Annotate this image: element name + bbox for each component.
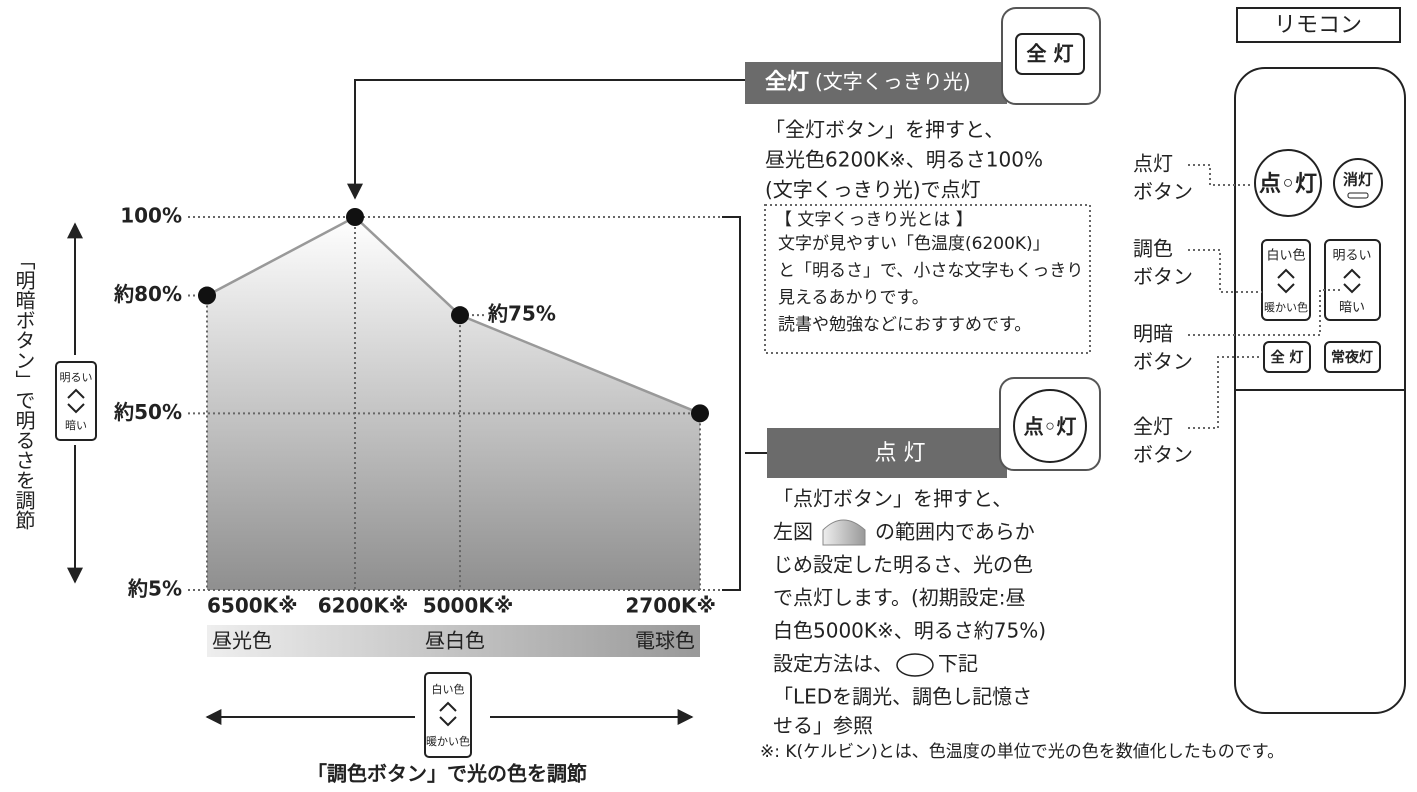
button-label: 常夜灯 bbox=[1331, 349, 1373, 366]
text-line: (文字くっきり光)で点灯 bbox=[765, 178, 981, 202]
button-label: 全 灯 bbox=[1027, 42, 1074, 66]
text-line: せる」参照 bbox=[773, 714, 873, 738]
description: 「全灯ボタン」を押すと、昼光色6200K※、明るさ100% (文字くっきり光)で点… bbox=[765, 118, 1043, 202]
x-axis-label: 「調色ボタン」で光の色を調節 bbox=[307, 762, 587, 786]
heading: 全灯 bbox=[765, 69, 809, 95]
remote-label: ボタン bbox=[1133, 265, 1193, 289]
color-icon: 白い色 暖かい色 bbox=[425, 673, 471, 757]
remote-label: ボタン bbox=[1133, 180, 1193, 204]
band-label: 昼光色 bbox=[212, 629, 272, 653]
reference-icon bbox=[897, 654, 933, 676]
point bbox=[451, 306, 469, 324]
description-line: 設定方法は、 bbox=[773, 652, 893, 676]
description-line: 下記 bbox=[938, 652, 978, 676]
brightness-icon: 明るい 暗い bbox=[56, 362, 96, 440]
point bbox=[346, 208, 364, 226]
button-label: 全 灯 bbox=[1271, 349, 1304, 366]
icon-label: 暗い bbox=[65, 419, 87, 432]
box-text: 文字が見やすい「色温度(6200K)」と「明るさ」で、小さな文字もくっきり見える… bbox=[778, 234, 1083, 335]
chart: 100% 約80% 約50% 約5% 約75% 6500K※ 6200K※ 5000K※ 270… bbox=[113, 204, 740, 658]
pointer-arrow bbox=[355, 80, 745, 198]
text-line: 読書や勉強などにおすすめです。 bbox=[778, 315, 1031, 335]
description-line: 左図 bbox=[773, 520, 813, 544]
area bbox=[207, 217, 700, 590]
text-line: 見えるあかりです。 bbox=[778, 288, 929, 308]
remote-label: ボタン bbox=[1133, 350, 1193, 374]
remote-label: 点灯 bbox=[1133, 152, 1173, 176]
bracket bbox=[722, 217, 740, 590]
subheading: (文字くっきり光) bbox=[815, 70, 971, 94]
description-line: の範囲内であらか bbox=[875, 520, 1035, 544]
text-line: 「LEDを調光、調色し記憶さ bbox=[773, 685, 1032, 709]
button-label: 点◦灯 bbox=[1259, 171, 1317, 197]
x-tick-label: 6500K※ bbox=[207, 594, 298, 618]
button-label: 白い色 bbox=[1266, 248, 1305, 264]
text-line: じめ設定した明るさ、光の色 bbox=[773, 553, 1033, 577]
y-tick-label: 約5% bbox=[127, 577, 182, 601]
footnote: ※: K(ケルビン)とは、色温度の単位で光の色を数値化したものです。 bbox=[760, 742, 1284, 762]
icon-label: 明るい bbox=[60, 371, 93, 384]
remote-label: 調色 bbox=[1133, 237, 1173, 261]
x-tick-label: 2700K※ bbox=[625, 594, 716, 618]
button-label: 暖かい色 bbox=[1264, 301, 1308, 314]
button-label: 点◦灯 bbox=[1024, 415, 1077, 439]
heading: 点 灯 bbox=[875, 441, 926, 466]
icon-label: 暖かい色 bbox=[426, 735, 470, 748]
text-line: 白色5000K※、明るさ約75%) bbox=[773, 619, 1046, 643]
text-line: 「全灯ボタン」を押すと、 bbox=[765, 118, 1004, 142]
y-axis-label: 「明暗ボタン」で明るさを調節 bbox=[12, 250, 36, 530]
remote-label: 全灯 bbox=[1133, 415, 1173, 439]
button-label: 消灯 bbox=[1343, 171, 1373, 189]
y-tick-label: 約80% bbox=[113, 282, 182, 306]
point bbox=[198, 287, 216, 305]
value-label: 約75% bbox=[487, 302, 556, 326]
box-title: 【 文字くっきり光とは 】 bbox=[775, 210, 973, 230]
description: じめ設定した明るさ、光の色で点灯します。(初期設定:昼白色5000K※、明るさ約… bbox=[773, 553, 1046, 643]
text-line: 文字が見やすい「色温度(6200K)」 bbox=[778, 234, 1050, 254]
description-line: 「点灯ボタン」を押すと、 bbox=[773, 487, 1012, 511]
remote-label: 明暗 bbox=[1133, 322, 1173, 346]
point bbox=[691, 404, 709, 422]
x-tick-label: 6200K※ bbox=[318, 594, 409, 618]
button-label: 明るい bbox=[1332, 249, 1371, 264]
remote-title: リモコン bbox=[1274, 13, 1362, 38]
area-icon bbox=[823, 520, 865, 545]
y-tick-label: 約50% bbox=[113, 400, 182, 424]
band-label: 昼白色 bbox=[425, 629, 485, 653]
button-label: 暗い bbox=[1339, 301, 1365, 316]
band-label: 電球色 bbox=[635, 629, 695, 653]
y-tick-label: 100% bbox=[120, 204, 182, 228]
text-line: 昼光色6200K※、明るさ100% bbox=[765, 148, 1043, 172]
text-line: で点灯します。(初期設定:昼 bbox=[773, 586, 1026, 610]
icon-label: 白い色 bbox=[432, 682, 465, 696]
remote-label: ボタン bbox=[1133, 443, 1193, 467]
text-line: と「明るさ」で、小さな文字もくっきり bbox=[778, 261, 1083, 281]
page: 100% 約80% 約50% 約5% 約75% 6500K※ 6200K※ 5000K※ 270… bbox=[0, 0, 1417, 792]
x-tick-label: 5000K※ bbox=[423, 594, 514, 618]
